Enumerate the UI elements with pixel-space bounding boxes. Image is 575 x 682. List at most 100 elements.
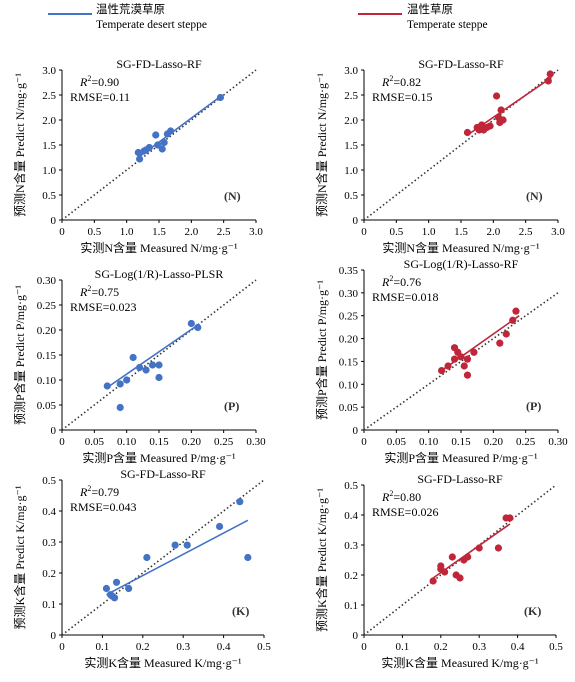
data-point xyxy=(509,316,517,324)
x-axis-label: 实测K含量 Measured K/mg·g⁻¹ xyxy=(381,655,539,670)
r2-text: R2=0.82 xyxy=(381,74,421,89)
rmse-text: RMSE=0.018 xyxy=(372,290,438,304)
y-axis-label: 预测K含量 Predict K/mg·g⁻¹ xyxy=(12,485,27,629)
y-tick-label: 0.15 xyxy=(37,350,57,362)
data-point xyxy=(463,371,472,379)
r2-text: R2=0.80 xyxy=(381,489,421,504)
data-point xyxy=(456,574,464,582)
y-tick-label: 0.35 xyxy=(339,265,359,277)
data-point xyxy=(142,366,150,374)
x-tick-label: 0 xyxy=(361,641,367,653)
x-tick-label: 0.3 xyxy=(176,641,190,653)
y-axis-label: 预测K含量 Predict K/mg·g⁻¹ xyxy=(314,488,329,632)
data-point xyxy=(444,362,452,370)
x-tick-label: 0.1 xyxy=(96,641,110,653)
data-point xyxy=(145,143,153,152)
chart-title: SG-FD-Lasso-RF xyxy=(417,472,503,486)
x-tick-label: 2.5 xyxy=(519,226,533,238)
y-tick-label: 0.5 xyxy=(344,480,358,492)
legend-label-desert-en: Temperate desert steppe xyxy=(96,19,207,31)
data-point xyxy=(103,382,111,390)
x-tick-label: 0.4 xyxy=(217,641,231,653)
data-point xyxy=(216,93,225,102)
y-tick-label: 0.20 xyxy=(339,334,359,346)
data-point xyxy=(183,541,191,549)
x-tick-label: 0.10 xyxy=(419,436,439,448)
panel-tag: (P) xyxy=(526,399,541,413)
chart-title: SG-Log(1/R)-Lasso-RF xyxy=(404,257,519,271)
x-axis-label: 实测K含量 Measured K/mg·g⁻¹ xyxy=(84,655,242,670)
y-tick-label: 0.5 xyxy=(42,190,56,202)
x-tick-label: 0.3 xyxy=(472,641,486,653)
y-tick-label: 2.5 xyxy=(42,90,56,102)
data-point xyxy=(429,577,437,585)
y-tick-label: 0.5 xyxy=(344,190,358,202)
data-point xyxy=(194,323,202,332)
y-tick-label: 0.3 xyxy=(344,540,358,552)
data-point xyxy=(457,353,465,361)
data-point xyxy=(437,562,445,570)
data-point xyxy=(244,553,252,562)
y-tick-label: 1.0 xyxy=(344,165,358,177)
y-tick-label: 3.0 xyxy=(42,65,56,77)
x-tick-label: 0 xyxy=(361,226,367,238)
data-point xyxy=(546,70,554,78)
data-point xyxy=(102,584,111,593)
y-tick-label: 0.2 xyxy=(344,570,358,582)
data-point xyxy=(125,584,133,593)
y-tick-label: 0 xyxy=(51,215,57,227)
data-point xyxy=(463,128,472,137)
x-tick-label: 0.5 xyxy=(257,641,271,653)
y-tick-label: 0.05 xyxy=(339,402,359,414)
x-tick-label: 1.5 xyxy=(152,226,166,238)
y-axis-label: 预测N含量 Predict N/mg·g⁻¹ xyxy=(314,73,329,217)
data-point xyxy=(152,131,160,139)
y-tick-label: 0.05 xyxy=(37,400,57,412)
y-tick-label: 2.5 xyxy=(344,90,358,102)
y-tick-label: 2.0 xyxy=(344,115,358,127)
rmse-text: RMSE=0.15 xyxy=(372,90,432,104)
x-tick-label: 0.2 xyxy=(136,641,150,653)
y-tick-label: 2.0 xyxy=(42,115,56,127)
data-point xyxy=(143,553,151,562)
x-tick-label: 0.20 xyxy=(484,436,504,448)
data-point xyxy=(155,373,163,382)
one-to-one-line xyxy=(61,69,257,221)
panel-tag: (K) xyxy=(232,604,249,618)
legend-label-steppe-en: Temperate steppe xyxy=(407,19,488,31)
x-tick-label: 3.0 xyxy=(249,226,263,238)
data-point xyxy=(486,122,494,130)
one-to-one-line xyxy=(61,279,257,431)
y-tick-label: 1.5 xyxy=(42,140,56,152)
data-point xyxy=(448,553,456,561)
legend: 温性荒漠草原 Temperate desert steppe 温性草原 Temp… xyxy=(48,2,488,31)
x-tick-label: 0 xyxy=(361,436,367,448)
data-point xyxy=(450,355,459,363)
x-tick-label: 0.5 xyxy=(549,641,563,653)
one-to-one-line xyxy=(61,479,265,636)
data-point xyxy=(171,541,179,549)
chart-panel-P-steppe: 0 0.05 0.10 0.15 0.20 0.25 0.30 0 0.05 0.10 0.15 0.… xyxy=(314,257,568,465)
panel-tag: (N) xyxy=(224,189,241,203)
data-point xyxy=(494,544,502,552)
y-tick-label: 0.1 xyxy=(344,600,358,612)
y-tick-label: 0.30 xyxy=(37,275,57,287)
rmse-text: RMSE=0.043 xyxy=(70,500,136,514)
y-tick-label: 0 xyxy=(51,425,57,437)
data-point xyxy=(470,348,478,356)
y-tick-label: 1.5 xyxy=(344,140,358,152)
data-point xyxy=(499,116,507,124)
y-tick-label: 0.25 xyxy=(37,300,57,312)
y-tick-label: 0 xyxy=(51,630,57,642)
x-tick-label: 0.25 xyxy=(516,436,536,448)
y-tick-label: 3.0 xyxy=(344,65,358,77)
data-point xyxy=(236,498,244,506)
data-point xyxy=(496,339,504,347)
x-tick-label: 2.5 xyxy=(217,226,231,238)
y-tick-label: 0.2 xyxy=(42,568,56,580)
y-tick-label: 0 xyxy=(353,215,359,227)
data-point xyxy=(116,380,124,388)
y-tick-label: 0.4 xyxy=(344,510,358,522)
x-tick-label: 0.30 xyxy=(548,436,568,448)
